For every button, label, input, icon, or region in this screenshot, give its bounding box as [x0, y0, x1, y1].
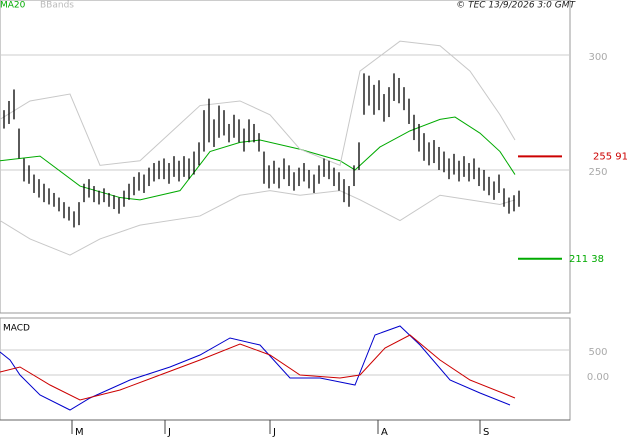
- y-tick-label: 300: [588, 52, 607, 63]
- legend-ma20: MA20: [0, 1, 26, 11]
- y-tick-label: 250: [588, 167, 607, 178]
- legend-bbands: BBands: [40, 1, 74, 11]
- series-line: [0, 325, 511, 411]
- price-panel: [0, 0, 571, 314]
- x-tick-label: A: [381, 427, 388, 438]
- x-tick-label: S: [483, 427, 489, 438]
- macd-panel: [0, 317, 571, 421]
- band-line: [0, 40, 516, 167]
- level-label: 255 91: [593, 151, 627, 162]
- level-label: 211 38: [569, 254, 604, 265]
- source: © TEC 13/9/2026 3:0 GMT: [456, 1, 576, 11]
- x-tick-label: M: [75, 427, 84, 438]
- macd-title: MACD: [3, 324, 30, 334]
- y-tick-label: 0.00: [587, 372, 609, 383]
- series-line: [0, 334, 516, 401]
- y-tick-label: 500: [588, 347, 607, 358]
- band-line: [0, 190, 516, 256]
- x-tick-label: J: [167, 427, 171, 438]
- x-tick-label: J: [272, 427, 276, 438]
